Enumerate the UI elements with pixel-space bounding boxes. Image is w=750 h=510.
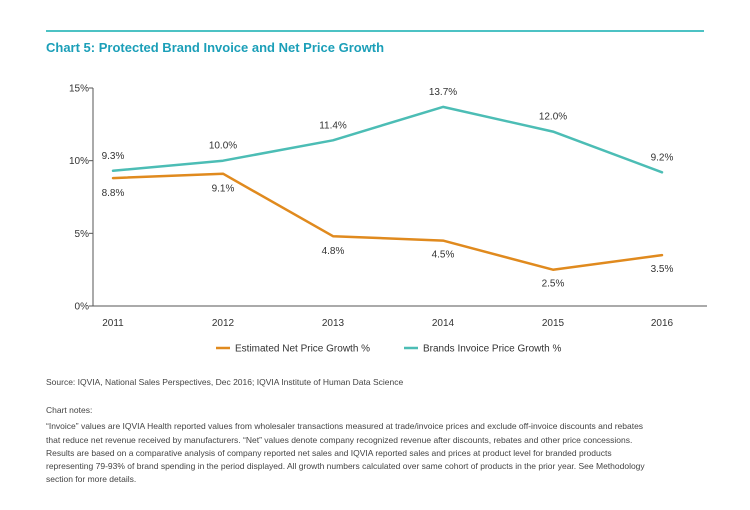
data-label: 12.0% [539, 112, 567, 123]
title-rule [46, 30, 704, 32]
data-label: 9.1% [212, 184, 235, 195]
notes-line: Results are based on a comparative analy… [46, 447, 612, 458]
source-note: Source: IQVIA, National Sales Perspectiv… [46, 377, 404, 387]
series-line [111, 172, 664, 271]
line-chart: 0% 5% 10% 15% 2011 2012 2013 2014 2015 2016 8.8% 9… [69, 84, 707, 355]
x-tick-label: 2015 [542, 318, 565, 329]
x-tick-label: 2011 [102, 318, 124, 329]
data-label: 3.5% [651, 264, 674, 275]
notes-line: that reduce net revenue received by manu… [46, 434, 633, 445]
chart-notes: Chart notes: “Invoice” values are IQVIA … [46, 404, 706, 487]
series-lines [111, 105, 664, 271]
notes-line: “Invoice” values are IQVIA Health report… [46, 421, 644, 432]
notes-heading: Chart notes: [46, 405, 93, 415]
data-label: 13.7% [429, 87, 457, 98]
x-tick-label: 2014 [432, 318, 455, 329]
legend-label: Estimated Net Price Growth % [235, 344, 370, 355]
data-label: 10.0% [209, 141, 237, 152]
notes-line: representing 79-93% of brand spending in… [46, 461, 645, 472]
data-labels: 8.8% 9.1% 4.8% 4.5% 2.5% 3.5% 9.3% 10.0% 11.4% 13… [102, 87, 674, 290]
chart-title: Chart 5: Protected Brand Invoice and Net… [46, 40, 385, 55]
data-label: 2.5% [542, 279, 565, 290]
legend-label: Brands Invoice Price Growth % [423, 344, 561, 355]
x-tick-label: 2016 [651, 318, 674, 329]
x-tick-label: 2012 [212, 318, 235, 329]
axes: 0% 5% 10% 15% 2011 2012 2013 2014 2015 2016 [69, 84, 707, 329]
y-tick-label: 5% [75, 229, 90, 240]
x-tick-label: 2013 [322, 318, 345, 329]
series-line [111, 105, 664, 174]
data-label: 11.4% [319, 120, 347, 131]
y-tick-label: 15% [69, 84, 89, 95]
data-label: 8.8% [102, 188, 125, 199]
y-tick-label: 10% [69, 156, 89, 167]
data-label: 4.5% [432, 250, 455, 261]
legend: Estimated Net Price Growth % Brands Invoi… [216, 344, 561, 355]
notes-line: section for more details. [46, 474, 137, 485]
data-label: 9.2% [651, 152, 674, 163]
y-tick-label: 0% [75, 302, 90, 313]
data-label: 4.8% [322, 246, 345, 257]
data-label: 9.3% [102, 151, 125, 162]
